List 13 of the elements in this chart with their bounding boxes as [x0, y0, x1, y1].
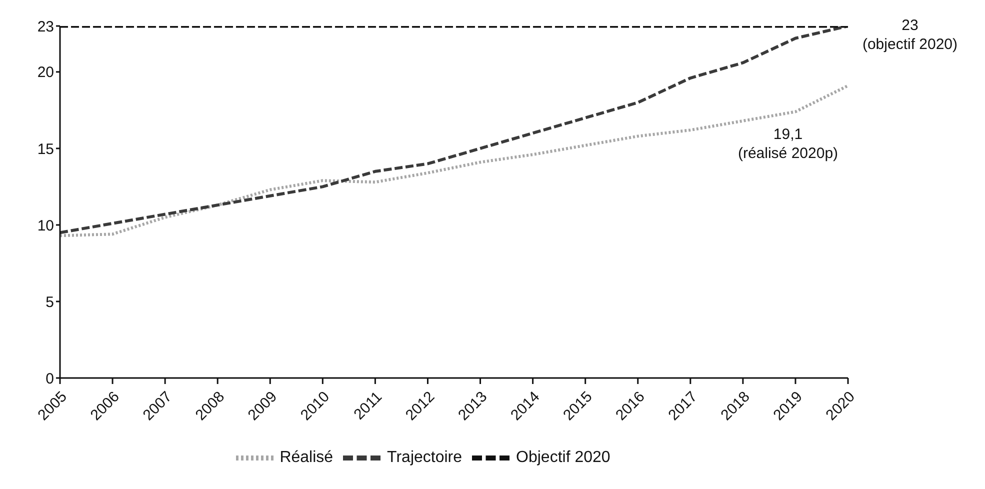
- legend-label: Objectif 2020: [516, 449, 610, 466]
- y-tick-label: 20: [37, 64, 54, 82]
- y-tick-label: 15: [37, 140, 54, 158]
- annotation: 19,1 (réalisé 2020p): [736, 125, 840, 163]
- y-tick-label: 0: [46, 370, 54, 388]
- annotation: 23 (objectif 2020): [862, 17, 958, 53]
- y-tick-label: 23: [37, 18, 54, 36]
- y-tick-label: 5: [46, 294, 54, 311]
- legend-label: Trajectoire: [387, 449, 462, 466]
- y-tick-label: 10: [37, 217, 54, 234]
- line-series: [60, 26, 848, 234]
- line-series: [60, 84, 848, 238]
- legend-label: Réalisé: [280, 449, 334, 466]
